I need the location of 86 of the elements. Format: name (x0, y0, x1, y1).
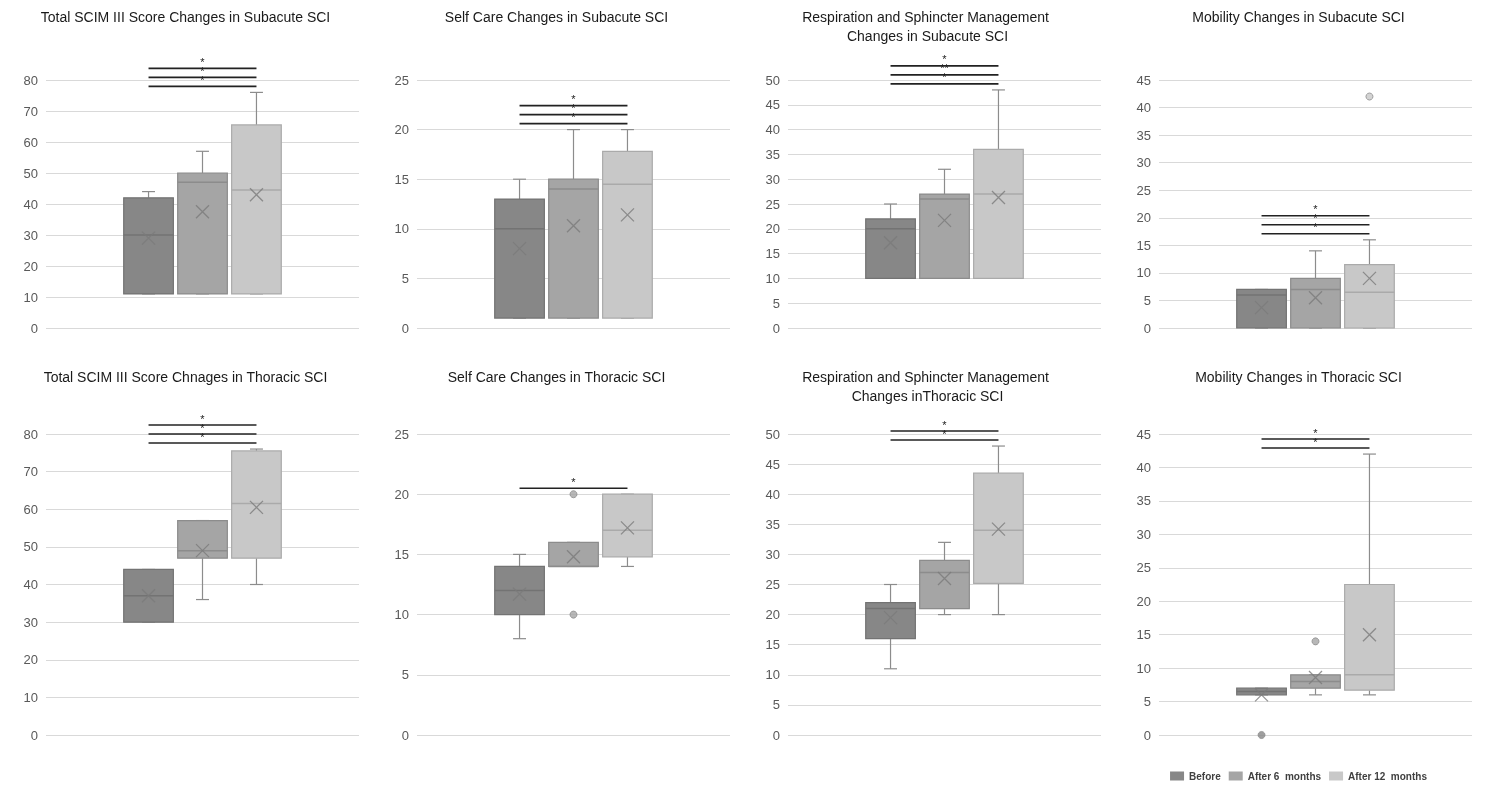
annotation: * (571, 475, 577, 488)
y-tick-label: 40 (765, 122, 780, 138)
y-tick-label: 35 (765, 516, 780, 532)
y-tick-label: 0 (401, 320, 409, 336)
chart-title: Respiration and Sphincter Management Changes in Subacute SCI (802, 8, 1053, 44)
y-tick-label: 20 (23, 652, 38, 668)
chart-title: Mobility Changes in Subacute SCI (1192, 8, 1405, 25)
y-tick-label: 35 (765, 146, 780, 162)
y-tick-label: 10 (765, 667, 780, 683)
y-tick-label: 40 (23, 196, 38, 212)
chart-title: Total SCIM III Score Chnages in Thoracic SCI (43, 368, 328, 385)
chart-title: Mobility Changes in Thoracic SCI (1195, 368, 1402, 385)
y-tick-label: 0 (1143, 727, 1151, 743)
y-tick-label: 30 (1136, 155, 1151, 171)
y-tick-label: 35 (1136, 493, 1151, 509)
y-tick-label: 80 (23, 426, 38, 442)
y-tick-label: 80 (23, 72, 38, 88)
y-tick-label: 5 (401, 667, 409, 683)
y-tick-label: 25 (765, 577, 780, 592)
y-tick-label: 15 (765, 246, 780, 262)
y-tick-label: 5 (1143, 292, 1151, 308)
y-tick-label: 40 (1136, 459, 1151, 475)
y-tick-label: 30 (1136, 526, 1151, 542)
y-tick-label: 60 (23, 501, 38, 517)
y-tick-label: 20 (23, 258, 38, 274)
y-tick-label: 10 (1136, 265, 1151, 281)
y-tick-label: 25 (1136, 182, 1151, 198)
y-tick-label: 30 (23, 614, 38, 630)
y-tick-label: 50 (765, 426, 780, 442)
y-tick-label: 10 (394, 607, 409, 623)
y-tick-label: 10 (394, 221, 409, 237)
y-tick-label: 50 (23, 165, 38, 181)
y-tick-label: 15 (394, 546, 409, 562)
y-tick-label: 45 (1136, 72, 1151, 88)
y-tick-label: 5 (772, 697, 780, 713)
y-tick-label: 15 (1136, 627, 1151, 643)
y-tick-label: 20 (394, 486, 409, 502)
y-tick-label: 15 (394, 171, 409, 187)
y-tick-label: 15 (765, 637, 780, 653)
y-tick-label: 40 (1136, 100, 1151, 116)
y-tick-label: 0 (30, 320, 38, 336)
y-tick-label: 10 (1136, 660, 1151, 676)
y-tick-label: 20 (394, 122, 409, 138)
y-tick-label: 45 (765, 456, 780, 472)
y-tick-label: 50 (23, 539, 38, 555)
y-tick-label: 5 (401, 270, 409, 286)
y-tick-label: 45 (765, 97, 780, 113)
chart-title: Self Care Changes in Thoracic SCI (447, 368, 666, 385)
y-tick-label: 30 (765, 546, 780, 562)
chart-title: Self Care Changes in Subacute SCI (444, 8, 669, 25)
legend-label: After 6 months (1247, 770, 1322, 782)
chart-title: Total SCIM III Score Changes in Subacute SCI (40, 8, 331, 25)
y-tick-label: 40 (23, 577, 38, 592)
y-tick-label: 30 (765, 171, 780, 187)
y-tick-label: 20 (765, 221, 780, 237)
y-tick-label: 60 (23, 134, 38, 150)
y-tick-label: 15 (1136, 237, 1151, 253)
y-tick-label: 5 (772, 295, 780, 311)
y-tick-label: 0 (401, 727, 409, 743)
y-tick-label: 70 (23, 103, 38, 119)
y-tick-label: 0 (1143, 320, 1151, 336)
y-tick-label: 25 (394, 72, 409, 88)
y-tick-label: 20 (1136, 210, 1151, 226)
y-tick-label: 10 (23, 689, 38, 705)
y-tick-label: 20 (765, 607, 780, 623)
y-tick-label: 0 (30, 727, 38, 743)
y-tick-label: 5 (1143, 694, 1151, 710)
legend-label: Before (1189, 770, 1222, 782)
y-tick-label: 35 (1136, 127, 1151, 143)
y-tick-label: 0 (772, 727, 780, 743)
legend-label: After 12 months (1348, 770, 1428, 782)
y-tick-label: 30 (23, 227, 38, 243)
y-tick-label: 45 (1136, 426, 1151, 442)
y-tick-label: 10 (765, 270, 780, 286)
chart-title: Respiration and Sphincter Management Changes inThoracic SCI (802, 368, 1053, 404)
y-tick-label: 70 (23, 464, 38, 480)
y-tick-label: 25 (1136, 560, 1151, 576)
y-tick-label: 40 (765, 486, 780, 502)
y-tick-label: 50 (765, 72, 780, 88)
text: * (200, 55, 206, 68)
y-tick-label: 25 (394, 426, 409, 442)
y-tick-label: 0 (772, 320, 780, 336)
text: * (942, 53, 948, 66)
y-tick-label: 25 (765, 196, 780, 212)
y-tick-label: 20 (1136, 593, 1151, 609)
y-tick-label: 10 (23, 289, 38, 305)
